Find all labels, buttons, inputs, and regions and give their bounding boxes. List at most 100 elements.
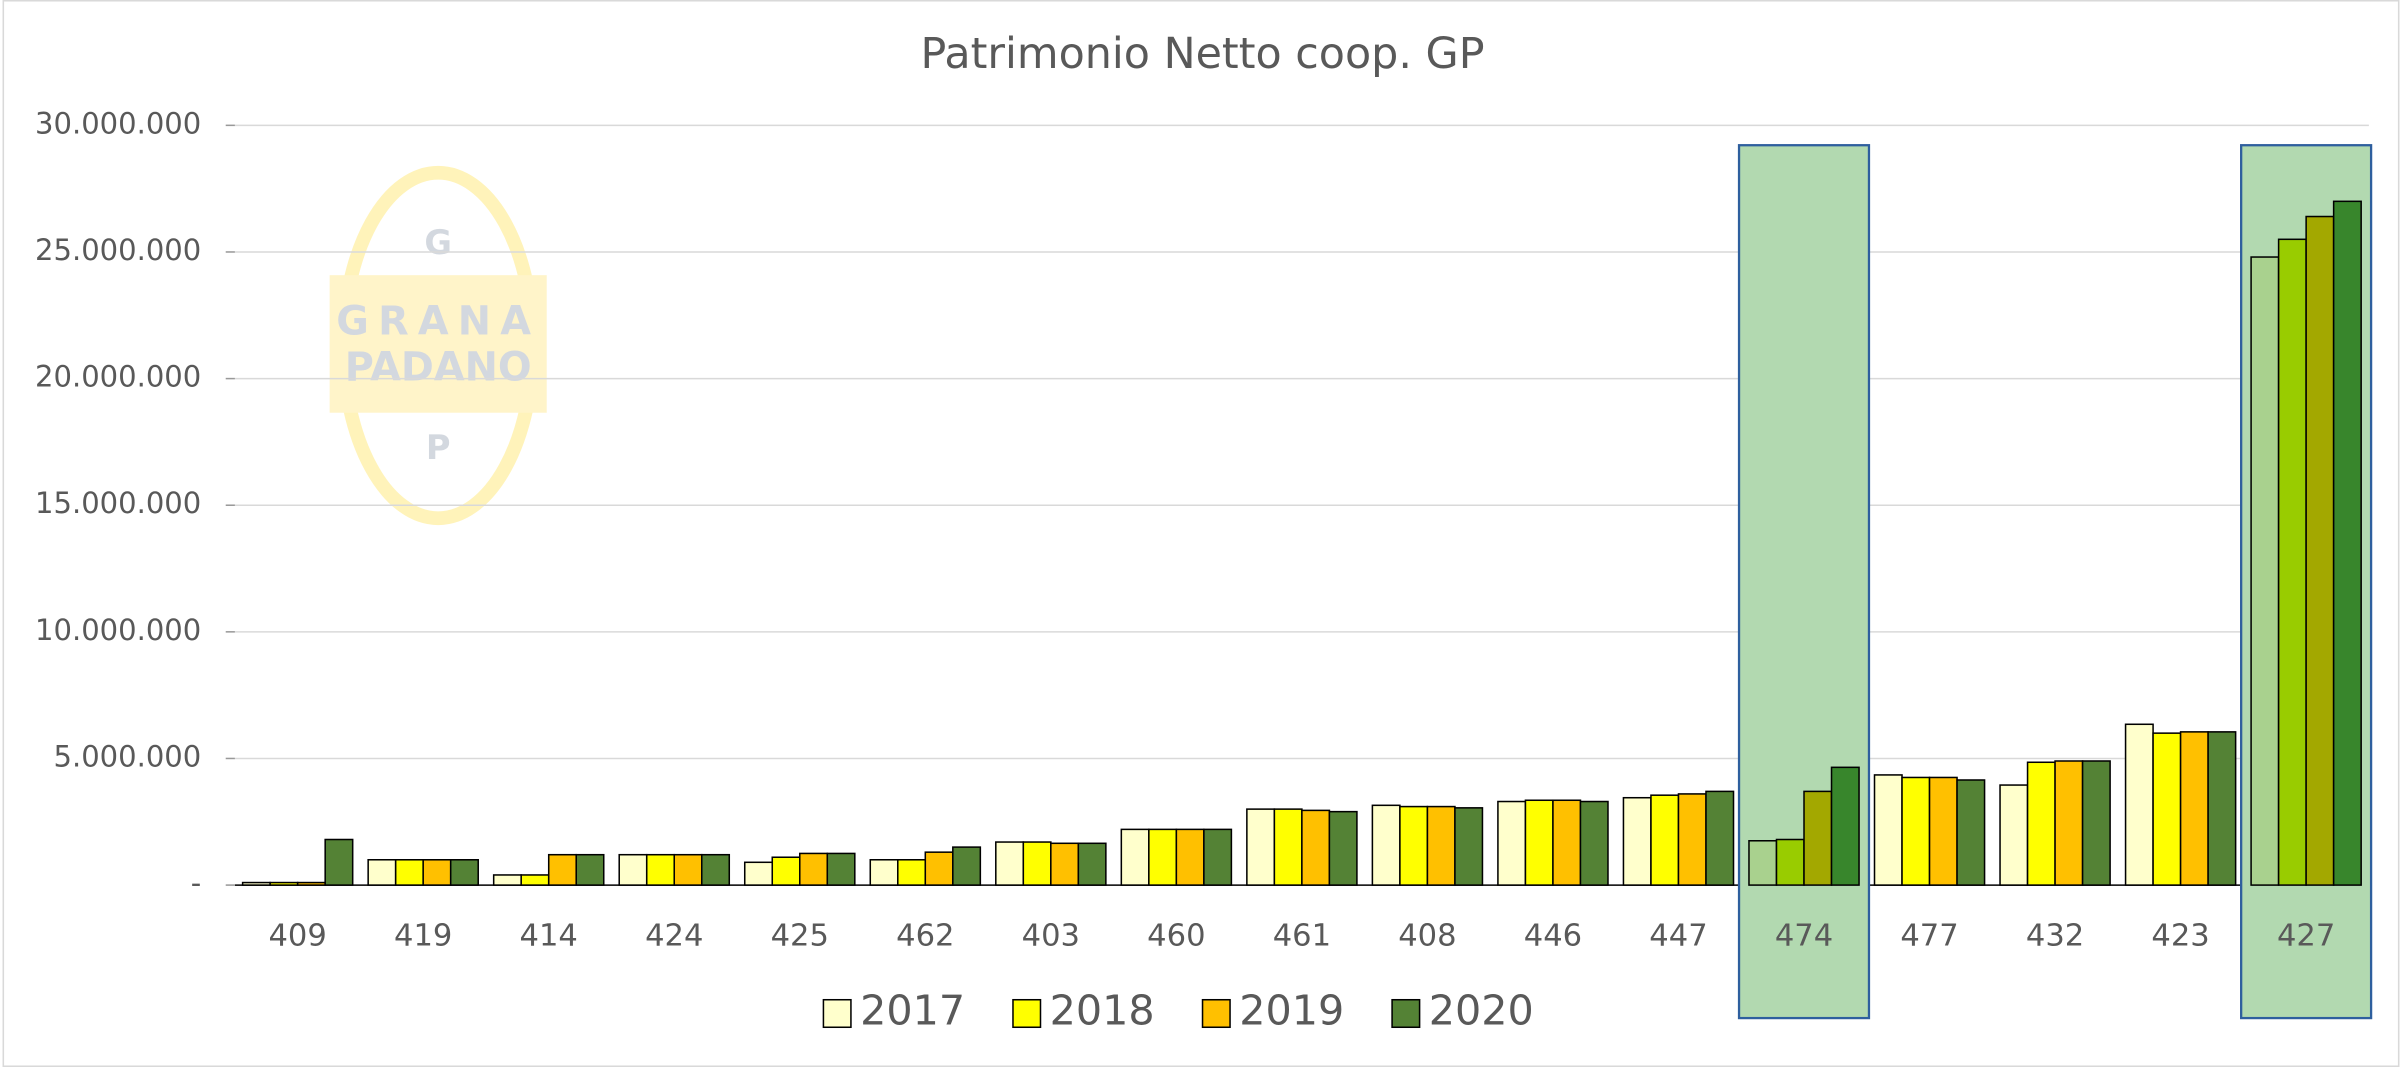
bar xyxy=(1579,800,1609,886)
bar xyxy=(1803,790,1833,886)
bar xyxy=(575,853,605,886)
legend-label: 2017 xyxy=(860,986,965,1034)
bar xyxy=(1524,799,1554,886)
bar xyxy=(618,853,648,886)
x-tick-label: 419 xyxy=(394,919,452,954)
legend-swatch xyxy=(822,998,852,1029)
bar xyxy=(799,852,829,886)
x-tick-label: 461 xyxy=(1273,919,1331,954)
bar xyxy=(1120,828,1150,886)
legend-label: 2020 xyxy=(1429,986,1534,1034)
watermark-text: P xyxy=(426,428,451,467)
x-tick-label: 460 xyxy=(1147,919,1205,954)
legend-label: 2019 xyxy=(1239,986,1344,1034)
bar xyxy=(520,874,550,886)
x-tick-label: 427 xyxy=(2277,919,2335,954)
bar xyxy=(952,846,982,886)
bar xyxy=(296,881,326,886)
x-tick-label: 477 xyxy=(1900,919,1958,954)
y-tick-label: 15.000.000 xyxy=(35,486,201,520)
x-tick-label: 423 xyxy=(2151,919,2209,954)
y-tick-label: 30.000.000 xyxy=(35,106,201,140)
bar xyxy=(2250,256,2280,886)
bar xyxy=(1830,766,1860,886)
bar xyxy=(1371,804,1401,886)
bar xyxy=(1901,776,1931,886)
bar xyxy=(1497,800,1527,886)
bar xyxy=(826,852,856,886)
bar xyxy=(449,859,479,886)
bar xyxy=(743,861,774,886)
bar xyxy=(673,853,703,886)
legend-swatch xyxy=(1012,998,1042,1029)
y-tick-label: - xyxy=(191,866,201,900)
x-tick-label: 403 xyxy=(1022,919,1080,954)
bar xyxy=(2124,723,2154,886)
bar xyxy=(1873,774,1903,886)
bar xyxy=(2152,732,2182,886)
bar xyxy=(547,853,577,886)
bar xyxy=(1022,841,1052,886)
bar xyxy=(1399,805,1429,886)
bar xyxy=(269,881,299,886)
bar xyxy=(1650,794,1680,886)
bar xyxy=(324,838,354,886)
legend-swatch xyxy=(1201,998,1231,1029)
bar xyxy=(2179,731,2209,886)
bar xyxy=(1273,808,1303,886)
x-tick-label: 409 xyxy=(268,919,326,954)
bar xyxy=(367,859,397,886)
bar xyxy=(2081,760,2111,886)
bar xyxy=(1246,808,1276,886)
bar xyxy=(1148,828,1178,886)
watermark-text: PADANO xyxy=(345,344,532,390)
bar xyxy=(771,856,801,886)
watermark-band xyxy=(329,275,547,413)
bar xyxy=(1748,840,1778,886)
y-tick-label: 10.000.000 xyxy=(35,613,201,647)
bar xyxy=(700,853,731,886)
y-tick-label: 5.000.000 xyxy=(53,739,201,773)
watermark: G GRANA PADANO P xyxy=(329,165,547,526)
bar xyxy=(897,859,927,886)
x-tick-label: 474 xyxy=(1775,919,1833,954)
bar xyxy=(1301,809,1331,886)
chart-title: Patrimonio Netto coop. GP xyxy=(921,29,1485,79)
bar xyxy=(1077,842,1107,886)
legend-swatch xyxy=(1391,998,1421,1029)
x-tick-label: 414 xyxy=(520,919,578,954)
bar xyxy=(1928,776,1958,886)
watermark-text: GRANA xyxy=(336,299,540,345)
bar xyxy=(422,859,452,886)
bar xyxy=(1175,828,1205,886)
bar xyxy=(1454,807,1484,886)
bar xyxy=(2305,215,2335,886)
bar xyxy=(2277,238,2307,886)
bar xyxy=(995,841,1025,886)
bar xyxy=(1552,799,1582,886)
x-tick-label: 424 xyxy=(645,919,703,954)
bar xyxy=(2054,760,2084,886)
bar xyxy=(1677,793,1707,886)
bar xyxy=(2332,200,2362,886)
watermark-text: G xyxy=(424,223,452,262)
bar xyxy=(2026,761,2056,886)
x-tick-label: 408 xyxy=(1398,919,1456,954)
bar xyxy=(1956,779,1986,886)
legend-label: 2018 xyxy=(1050,986,1155,1034)
x-tick-label: 462 xyxy=(896,919,954,954)
bar xyxy=(1775,838,1805,886)
x-tick-label: 447 xyxy=(1649,919,1707,954)
bar xyxy=(1705,790,1735,886)
y-tick-label: 25.000.000 xyxy=(35,233,201,267)
bar xyxy=(241,881,271,886)
bar xyxy=(492,874,522,886)
highlight-box xyxy=(1737,144,1871,1020)
bar xyxy=(394,859,424,886)
bar xyxy=(1203,828,1233,886)
bar xyxy=(1622,796,1652,886)
y-tick-label: 20.000.000 xyxy=(35,360,201,394)
